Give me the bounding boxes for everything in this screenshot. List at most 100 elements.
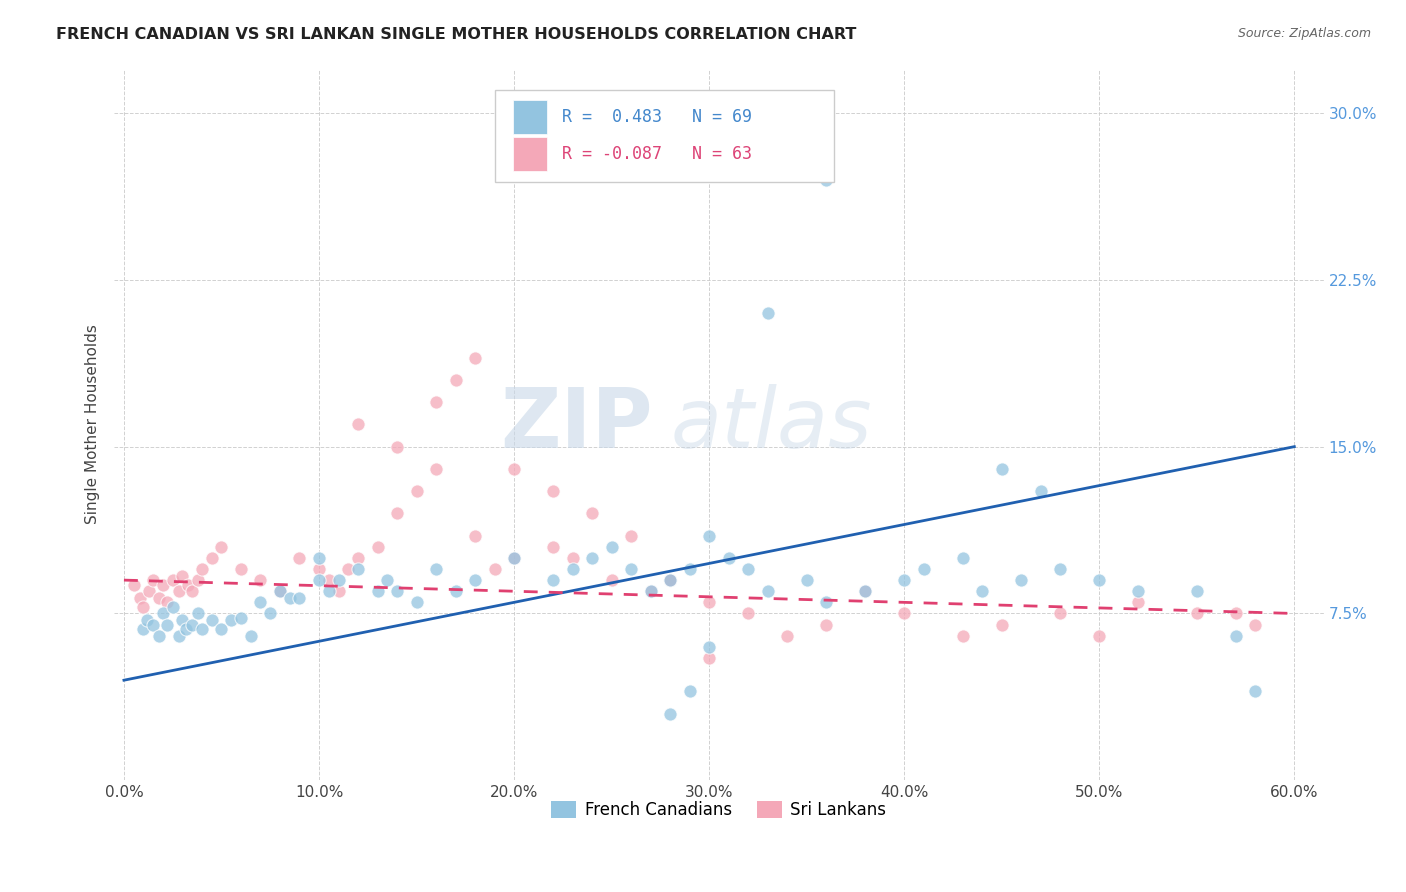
- Point: [156, 617, 179, 632]
- Point: [1088, 629, 1111, 643]
- Point: [912, 562, 935, 576]
- Point: [659, 573, 682, 587]
- Point: [561, 550, 583, 565]
- Point: [288, 591, 311, 605]
- Point: [181, 617, 204, 632]
- Point: [229, 611, 252, 625]
- Point: [1049, 562, 1071, 576]
- Point: [503, 550, 526, 565]
- Point: [162, 573, 184, 587]
- Point: [464, 528, 486, 542]
- Point: [972, 584, 994, 599]
- Point: [1225, 629, 1247, 643]
- Point: [776, 629, 799, 643]
- Point: [405, 595, 427, 609]
- Point: [269, 584, 291, 599]
- Point: [385, 507, 408, 521]
- Point: [640, 584, 662, 599]
- Point: [659, 573, 682, 587]
- Point: [990, 462, 1012, 476]
- Point: [1049, 607, 1071, 621]
- Point: [815, 595, 838, 609]
- Point: [172, 613, 194, 627]
- Point: [181, 584, 204, 599]
- Point: [259, 607, 281, 621]
- Point: [659, 706, 682, 721]
- Point: [425, 462, 447, 476]
- Text: R =  0.483   N = 69: R = 0.483 N = 69: [561, 108, 752, 126]
- Point: [167, 629, 190, 643]
- Point: [211, 540, 233, 554]
- Point: [191, 562, 214, 576]
- Point: [177, 577, 200, 591]
- Point: [375, 573, 398, 587]
- Point: [138, 584, 160, 599]
- Point: [697, 640, 720, 654]
- Text: atlas: atlas: [671, 384, 872, 465]
- Point: [318, 573, 340, 587]
- Point: [737, 607, 759, 621]
- Point: [148, 629, 170, 643]
- Point: [659, 573, 682, 587]
- Point: [328, 573, 350, 587]
- Point: [142, 617, 165, 632]
- Point: [737, 562, 759, 576]
- Point: [278, 591, 301, 605]
- Point: [367, 584, 389, 599]
- Point: [347, 550, 370, 565]
- Legend: French Canadians, Sri Lankans: French Canadians, Sri Lankans: [544, 794, 893, 825]
- Point: [503, 550, 526, 565]
- Point: [444, 373, 467, 387]
- Point: [1185, 607, 1208, 621]
- Text: ZIP: ZIP: [501, 384, 652, 465]
- Point: [191, 622, 214, 636]
- FancyBboxPatch shape: [513, 100, 547, 134]
- Point: [464, 351, 486, 365]
- Point: [1128, 584, 1150, 599]
- Point: [132, 622, 155, 636]
- Point: [678, 684, 700, 698]
- Point: [1244, 617, 1267, 632]
- Point: [600, 573, 623, 587]
- Point: [756, 306, 779, 320]
- Point: [128, 591, 150, 605]
- Point: [1010, 573, 1032, 587]
- Point: [990, 617, 1012, 632]
- Point: [347, 562, 370, 576]
- Point: [347, 417, 370, 432]
- Point: [219, 613, 242, 627]
- Point: [308, 573, 330, 587]
- Point: [288, 550, 311, 565]
- Point: [201, 550, 224, 565]
- Text: R = -0.087   N = 63: R = -0.087 N = 63: [561, 145, 752, 163]
- Point: [132, 599, 155, 614]
- Point: [678, 562, 700, 576]
- Point: [318, 584, 340, 599]
- Point: [561, 562, 583, 576]
- Point: [1225, 607, 1247, 621]
- Point: [541, 484, 564, 499]
- Point: [796, 573, 818, 587]
- Point: [211, 622, 233, 636]
- Point: [1088, 573, 1111, 587]
- Point: [815, 172, 838, 186]
- Point: [1128, 595, 1150, 609]
- Text: Source: ZipAtlas.com: Source: ZipAtlas.com: [1237, 27, 1371, 40]
- Point: [249, 595, 271, 609]
- Point: [893, 573, 915, 587]
- Point: [620, 528, 643, 542]
- Point: [152, 607, 174, 621]
- Point: [162, 599, 184, 614]
- Point: [1185, 584, 1208, 599]
- Point: [503, 462, 526, 476]
- Point: [484, 562, 506, 576]
- Point: [176, 622, 198, 636]
- Point: [620, 562, 643, 576]
- Point: [229, 562, 252, 576]
- Point: [308, 562, 330, 576]
- Point: [172, 568, 194, 582]
- Point: [269, 584, 291, 599]
- Point: [697, 651, 720, 665]
- Y-axis label: Single Mother Households: Single Mother Households: [86, 325, 100, 524]
- Point: [425, 395, 447, 409]
